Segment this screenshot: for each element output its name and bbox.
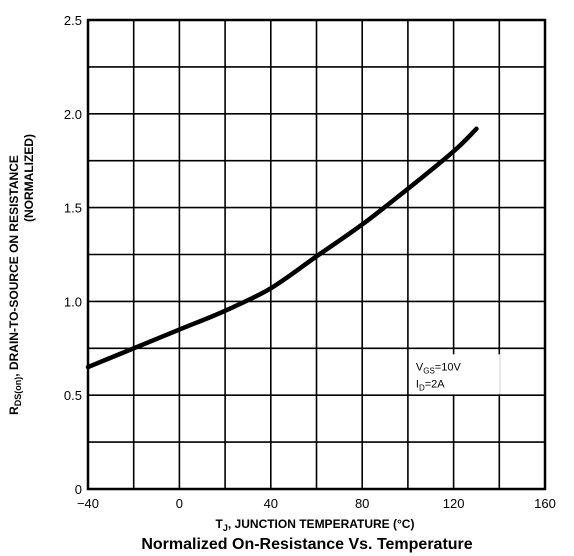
annotation-vgs: VGS=10V	[416, 361, 462, 375]
plot-frame	[86, 18, 547, 491]
y-tick-label: 0.5	[64, 388, 82, 403]
x-tick-label: −40	[77, 496, 99, 511]
y-tick-label: 1.5	[64, 201, 82, 216]
annotation-id: ID=2A	[416, 378, 445, 392]
y-axis-label-normalized: (NORMALIZED)	[22, 134, 36, 222]
chart-title: Normalized On-Resistance Vs. Temperature	[141, 536, 472, 553]
y-tick-label: 0	[75, 482, 82, 497]
x-tick-label: 40	[264, 496, 278, 511]
annotation-box	[411, 354, 500, 395]
x-tick-label: 120	[443, 496, 465, 511]
y-axis-label: RDS(on), DRAIN-TO-SOURCE ON RESISTANCE	[7, 155, 23, 415]
x-tick-label: 80	[355, 496, 369, 511]
x-axis-label: TJ, JUNCTION TEMPERATURE (°C)	[216, 517, 415, 533]
y-tick-label: 2.0	[64, 107, 82, 122]
x-tick-label: 160	[534, 496, 556, 511]
series	[85, 126, 479, 370]
y-tick-label: 1.0	[64, 294, 82, 309]
x-tick-label: 0	[176, 496, 183, 511]
rds-on-curve	[85, 126, 479, 370]
y-tick-label: 2.5	[64, 13, 82, 28]
condition-annotation: VGS=10V ID=2A	[411, 354, 500, 395]
